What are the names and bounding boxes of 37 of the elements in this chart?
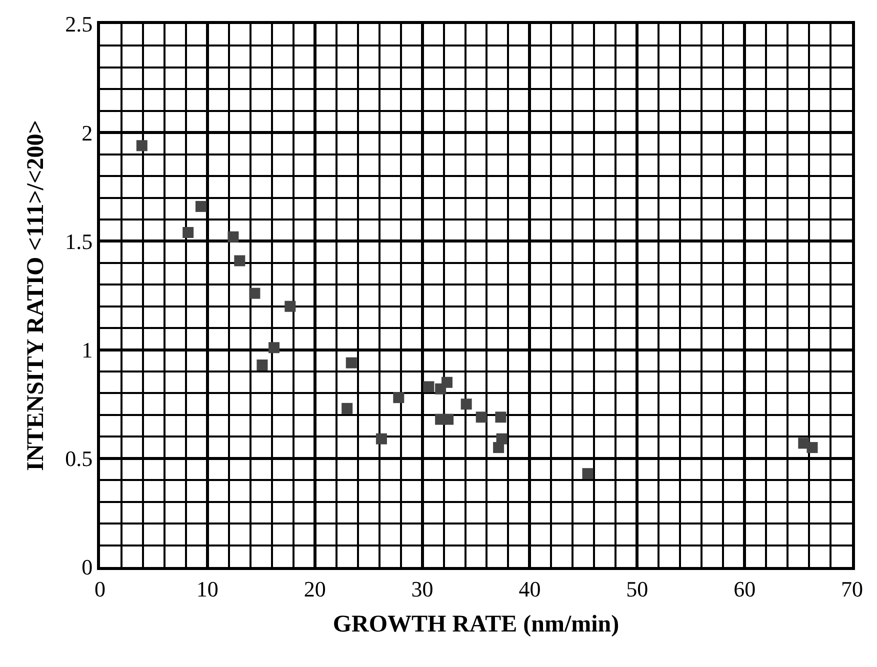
x-axis-title: GROWTH RATE (nm/min): [332, 612, 620, 638]
point: [806, 442, 818, 454]
point: [493, 442, 504, 454]
point: [284, 300, 296, 312]
point: [476, 412, 487, 423]
point: [234, 255, 246, 266]
x-tick-label: 10: [196, 576, 218, 602]
y-tick-label: 2: [82, 120, 93, 146]
x-tick-label: 50: [626, 576, 648, 602]
point: [393, 392, 404, 404]
x-tick-label: 20: [304, 576, 326, 602]
y-tick-label: 0: [82, 554, 93, 580]
point: [249, 288, 260, 299]
y-tick-label: 1: [82, 338, 93, 362]
point: [342, 402, 353, 414]
point: [256, 360, 268, 370]
x-tick-label: 60: [734, 576, 756, 602]
point: [182, 227, 194, 238]
y-tick-label: 0.5: [65, 446, 93, 472]
point: [136, 140, 148, 152]
point: [582, 468, 594, 480]
x-tick-label: 40: [518, 576, 541, 602]
x-tick-label: 30: [411, 576, 434, 602]
point: [268, 342, 280, 354]
y-tick-label: 2.5: [65, 12, 93, 37]
point: [195, 200, 206, 212]
y-axis-title: INTENSITY RATIO <111>/<200>: [23, 120, 50, 471]
y-tick-label: 1.5: [65, 228, 93, 254]
point: [442, 414, 454, 425]
x-tick-label: 70: [841, 576, 863, 602]
point: [495, 412, 506, 423]
point: [460, 398, 472, 410]
point: [376, 433, 387, 444]
point: [441, 376, 452, 388]
point: [346, 357, 357, 368]
point: [423, 381, 434, 392]
point: [228, 231, 239, 242]
